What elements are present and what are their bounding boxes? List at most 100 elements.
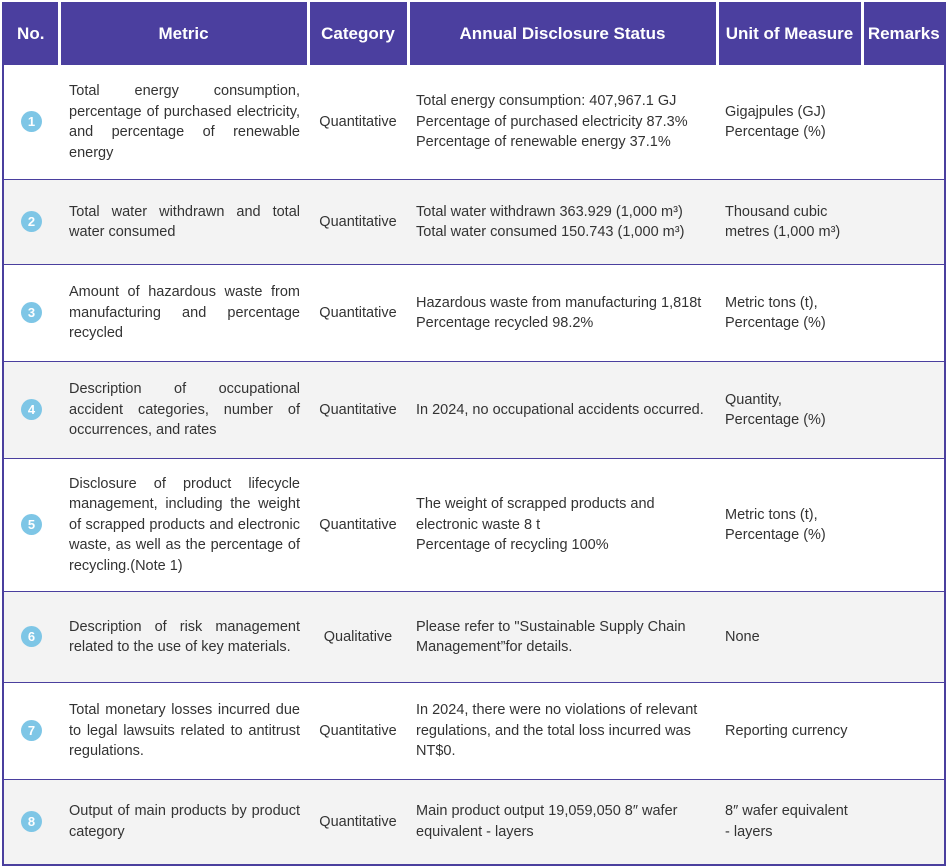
status-line: Percentage of purchased electricity 87.3… (416, 113, 688, 130)
number-badge: 8 (21, 811, 42, 832)
no-cell: 6 (4, 591, 59, 683)
category-cell: Quantitative (308, 458, 408, 592)
number-badge: 2 (21, 211, 42, 233)
category-cell: Quantitative (308, 264, 408, 362)
remarks-cell (862, 179, 944, 265)
status-line: Percentage of recycling 100% (416, 537, 609, 554)
status-cell: Total energy consumption: 407,967.1 GJ Pe… (408, 64, 717, 180)
number-badge: 4 (21, 399, 42, 421)
table-row: 6 Description of risk management related … (4, 591, 944, 683)
table-row: 2 Total water withdrawn and total water c… (4, 179, 944, 265)
table-body: 1 Total energy consumption, percentage of… (4, 64, 944, 864)
category-cell: Quantitative (308, 361, 408, 459)
number-badge: 3 (21, 302, 42, 324)
status-cell: Total water withdrawn 363.929 (1,000 m³)… (408, 179, 717, 265)
unit-cell: Quantity, Percentage (%) (717, 361, 862, 459)
status-line: Total water withdrawn 363.929 (1,000 m³) (416, 203, 683, 220)
header-cell: Remarks (862, 2, 944, 65)
unit-line: Percentage (%) (725, 124, 826, 140)
status-line: Percentage recycled 98.2% (416, 315, 594, 331)
status-cell: Main product output 19,059,050 8″ wafer … (408, 779, 717, 864)
unit-cell: Thousand cubic metres (1,000 m³) (717, 179, 862, 265)
status-line: Main product output 19,059,050 8″ wafer … (416, 803, 678, 840)
category-cell: Quantitative (308, 179, 408, 265)
status-line: In 2024, there were no violations of rel… (416, 702, 698, 760)
metric-cell: Total energy consumption, percentage of … (59, 64, 308, 180)
remarks-cell (862, 264, 944, 362)
unit-line: Gigajpules (GJ) (725, 103, 826, 120)
unit-line: Percentage (%) (725, 315, 826, 331)
header-cell: Metric (59, 2, 310, 65)
no-cell: 2 (4, 179, 59, 265)
status-cell: Please refer to "Sustainable Supply Chai… (408, 591, 717, 683)
status-line: Hazardous waste from manufacturing 1,818… (416, 294, 702, 311)
table-row: 1 Total energy consumption, percentage of… (4, 64, 944, 180)
metric-cell: Description of risk management related t… (59, 591, 308, 683)
metric-cell: Description of occupational accident cat… (59, 361, 308, 459)
table-row: 3 Amount of hazardous waste from manufact… (4, 264, 944, 362)
metric-cell: Total water withdrawn and total water co… (59, 179, 308, 265)
table-row: 8 Output of main products by product cate… (4, 779, 944, 864)
unit-line: Quantity, (725, 391, 782, 408)
number-badge: 1 (21, 111, 42, 133)
metric-cell: Amount of hazardous waste from manufactu… (59, 264, 308, 362)
status-cell: Hazardous waste from manufacturing 1,818… (408, 264, 717, 362)
header-cell: Annual Disclosure Status (408, 2, 719, 65)
header-cell: Category (308, 2, 410, 65)
remarks-cell (862, 64, 944, 180)
category-cell: Qualitative (308, 591, 408, 683)
metric-cell: Output of main products by product categ… (59, 779, 308, 864)
metric-cell: Disclosure of product lifecycle manageme… (59, 458, 308, 592)
status-line: In 2024, no occupational accidents occur… (416, 401, 704, 418)
remarks-cell (862, 591, 944, 683)
remarks-cell (862, 779, 944, 864)
table-row: 7 Total monetary losses incurred due to l… (4, 682, 944, 780)
status-line: Total energy consumption: 407,967.1 GJ (416, 93, 677, 110)
unit-line: None (725, 628, 760, 645)
unit-cell: 8″ wafer equivalent - layers (717, 779, 862, 864)
no-cell: 1 (4, 64, 59, 180)
category-cell: Quantitative (308, 779, 408, 864)
metric-cell: Total monetary losses incurred due to le… (59, 682, 308, 780)
category-cell: Quantitative (308, 64, 408, 180)
status-cell: The weight of scrapped products and elec… (408, 458, 717, 592)
no-cell: 5 (4, 458, 59, 592)
no-cell: 7 (4, 682, 59, 780)
status-line: Please refer to "Sustainable Supply Chai… (416, 618, 686, 656)
status-cell: In 2024, no occupational accidents occur… (408, 361, 717, 459)
unit-cell: None (717, 591, 862, 683)
unit-cell: Metric tons (t), Percentage (%) (717, 264, 862, 362)
table-row: 5 Disclosure of product lifecycle managem… (4, 458, 944, 592)
category-cell: Quantitative (308, 682, 408, 780)
no-cell: 3 (4, 264, 59, 362)
header-cell: No. (4, 2, 61, 65)
unit-line: 8″ wafer equivalent - layers (725, 803, 848, 840)
remarks-cell (862, 682, 944, 780)
unit-line: Metric tons (t), (725, 294, 818, 311)
table-row: 4 Description of occupational accident ca… (4, 361, 944, 459)
header-cell: Unit of Measure (717, 2, 864, 65)
unit-cell: Metric tons (t), Percentage (%) (717, 458, 862, 592)
unit-line: Reporting currency (725, 722, 848, 739)
unit-cell: Gigajpules (GJ) Percentage (%) (717, 64, 862, 180)
no-cell: 4 (4, 361, 59, 459)
no-cell: 8 (4, 779, 59, 864)
number-badge: 6 (21, 626, 42, 648)
unit-cell: Reporting currency (717, 682, 862, 780)
status-line: Percentage of renewable energy 37.1% (416, 134, 671, 151)
status-cell: In 2024, there were no violations of rel… (408, 682, 717, 780)
remarks-cell (862, 361, 944, 459)
number-badge: 5 (21, 514, 42, 536)
status-line: Total water consumed 150.743 (1,000 m³) (416, 224, 685, 240)
unit-line: Metric tons (t), (725, 506, 818, 523)
unit-line: Percentage (%) (725, 527, 826, 543)
table: No. Metric Category Annual Disclosure Statu… (4, 2, 944, 864)
remarks-cell (862, 458, 944, 592)
status-line: The weight of scrapped products and elec… (416, 496, 655, 533)
number-badge: 7 (21, 720, 42, 742)
header-row: No. Metric Category Annual Disclosure Statu… (4, 2, 944, 65)
unit-line: Thousand cubic metres (1,000 m³) (725, 203, 841, 241)
unit-line: Percentage (%) (725, 412, 826, 428)
